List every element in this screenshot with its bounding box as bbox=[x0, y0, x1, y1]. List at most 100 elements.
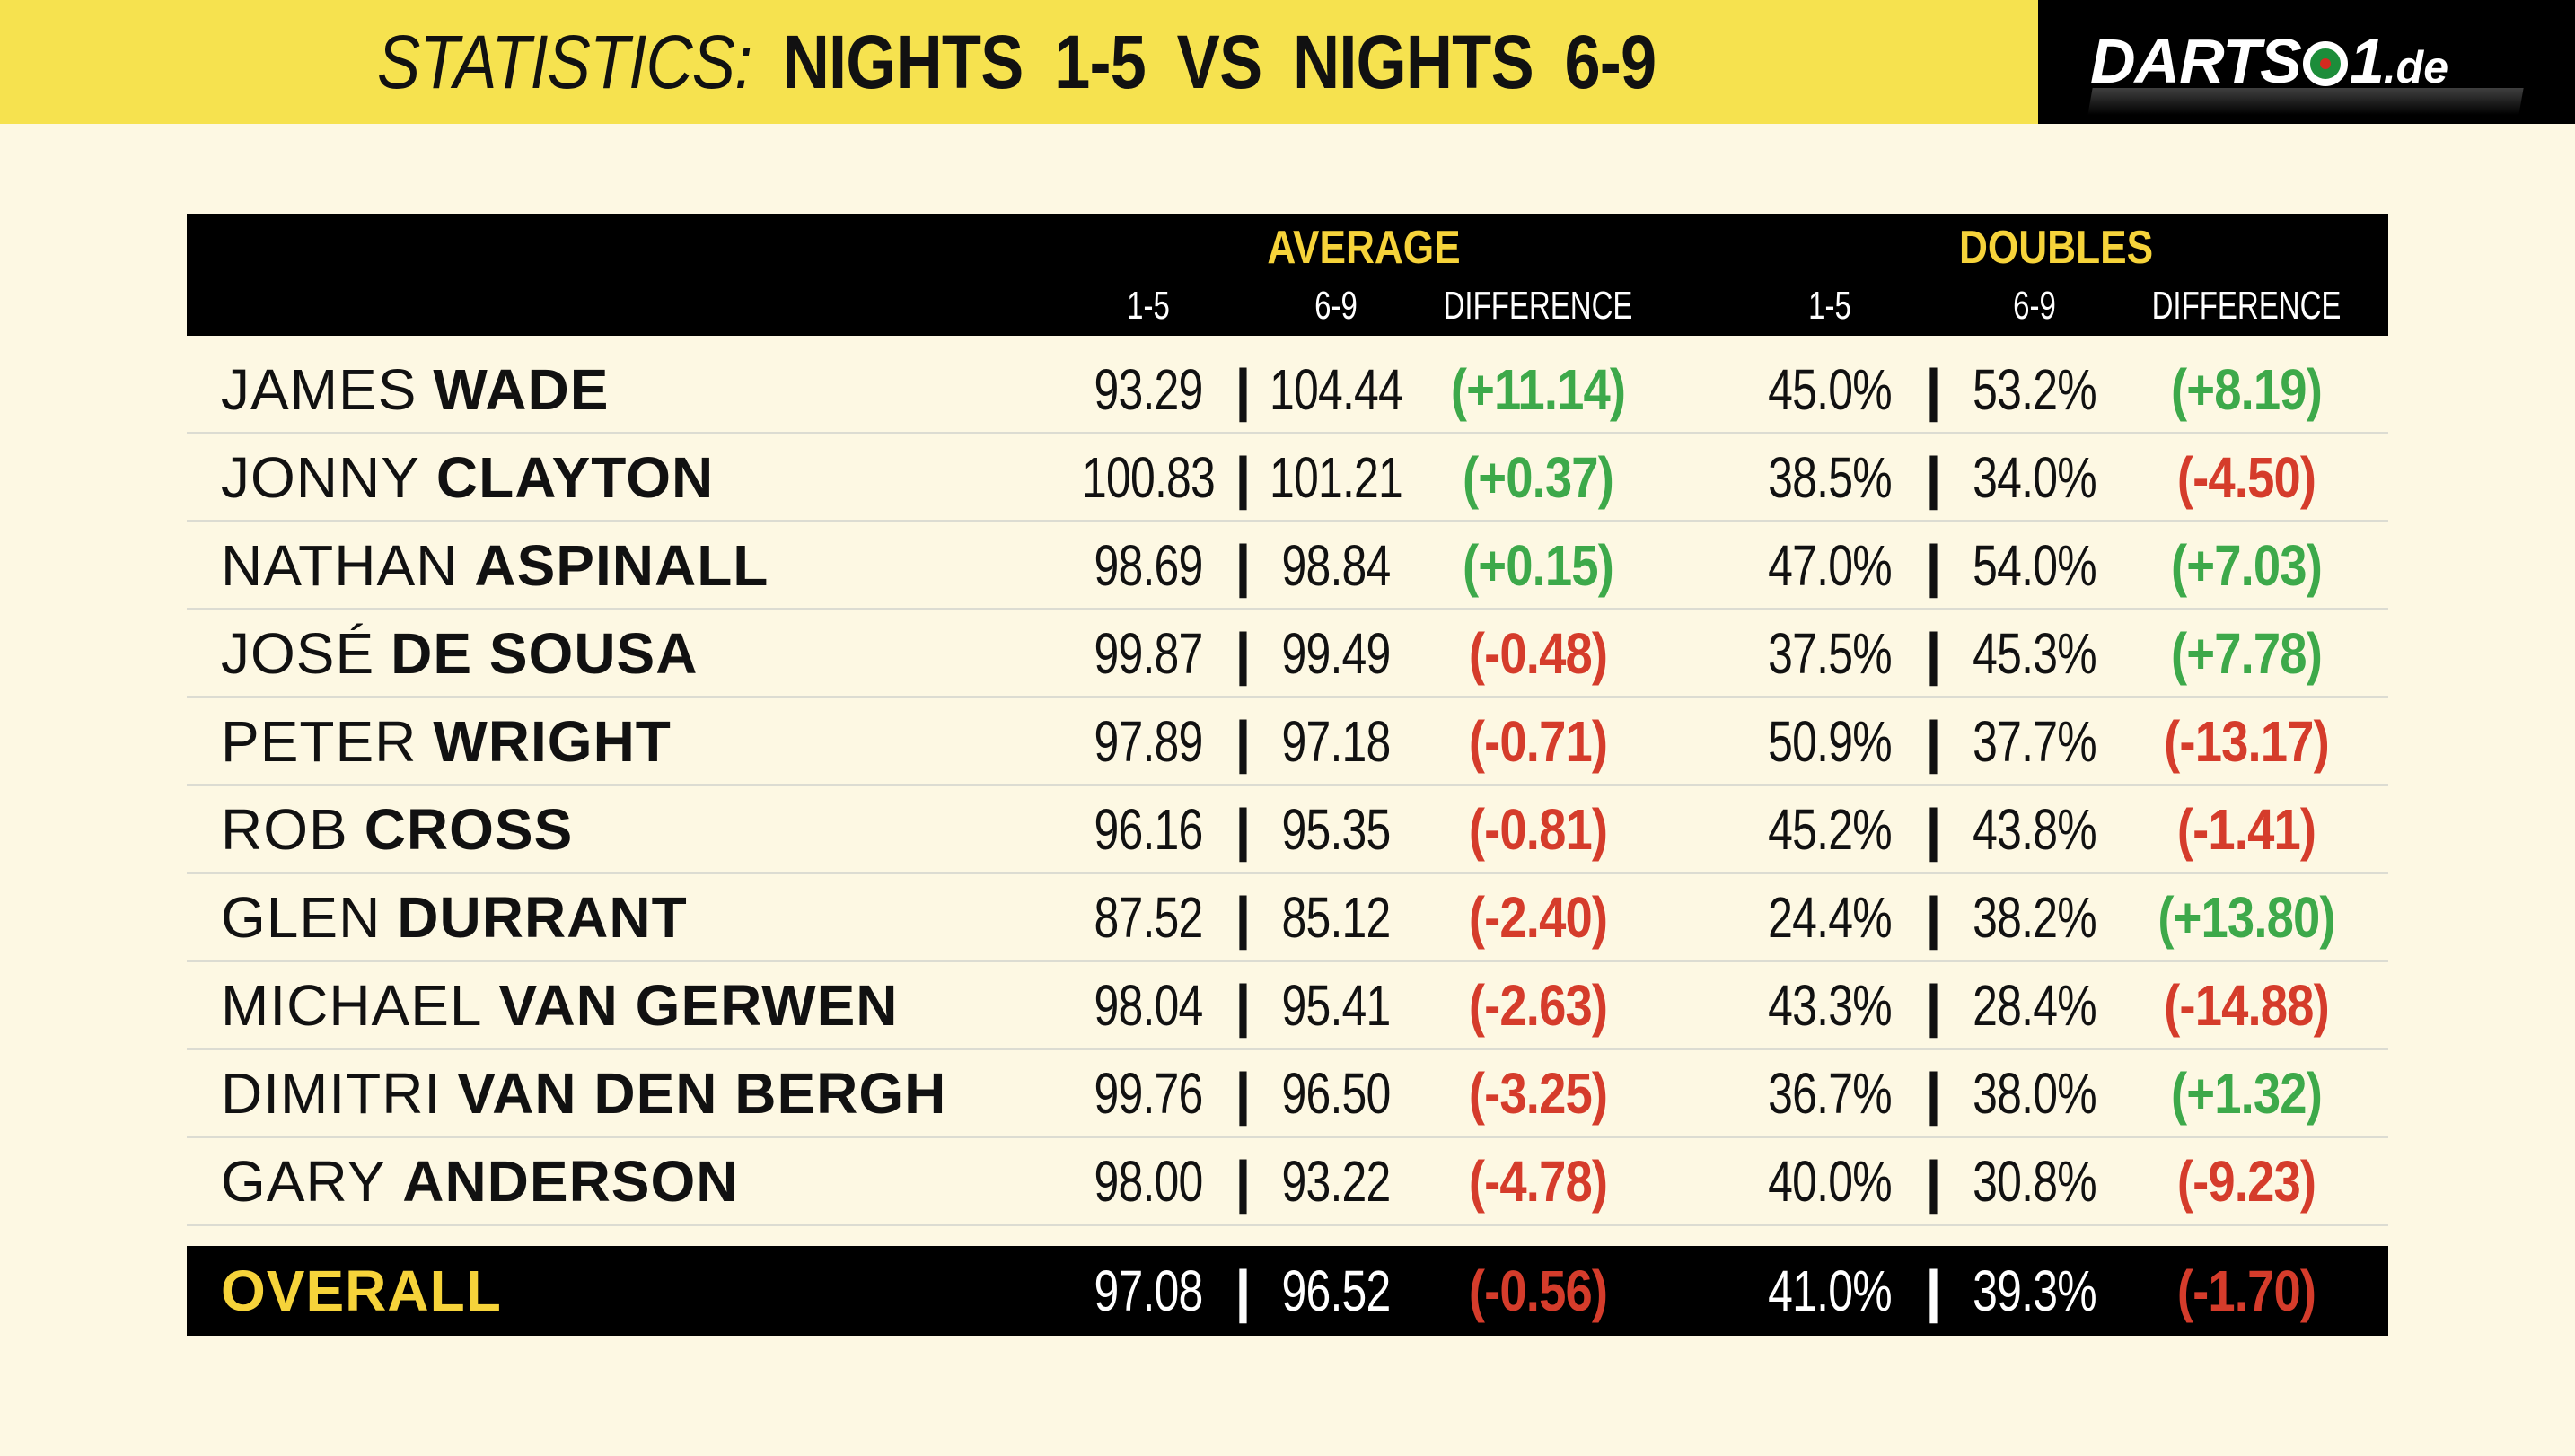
avg-1-5: 87.52 bbox=[1094, 884, 1203, 950]
player-name: DIMITRI VAN DEN BERGH bbox=[221, 1050, 946, 1136]
avg-difference: (+0.37) bbox=[1463, 444, 1614, 510]
player-first-name: JAMES bbox=[221, 356, 417, 422]
player-name: JONNY CLAYTON bbox=[221, 434, 714, 520]
dbl-separator: | bbox=[1925, 356, 1942, 422]
dbl-separator: | bbox=[1925, 884, 1942, 950]
col-header-dbl-6-9: 6-9 bbox=[2013, 284, 2056, 328]
avg-1-5: 98.69 bbox=[1094, 532, 1203, 598]
avg-separator: | bbox=[1235, 708, 1252, 774]
dbl-1-5: 38.5% bbox=[1768, 444, 1892, 510]
table-row: JONNY CLAYTON 100.83 | 101.21 (+0.37) 38.5% | 34… bbox=[187, 434, 2388, 522]
avg-separator: | bbox=[1235, 1148, 1252, 1214]
dbl-difference: (-4.50) bbox=[2176, 444, 2316, 510]
dbl-separator: | bbox=[1925, 796, 1942, 862]
group-header-doubles: DOUBLES bbox=[1958, 222, 2154, 274]
table-row: JOSÉ DE SOUSA 99.87 | 99.49 (-0.48) 37.5% | 45.3… bbox=[187, 610, 2388, 698]
avg-1-5: 100.83 bbox=[1081, 444, 1216, 510]
player-first-name: PETER bbox=[221, 708, 417, 774]
dbl-separator: | bbox=[1925, 1148, 1942, 1214]
avg-6-9: 97.18 bbox=[1281, 708, 1391, 774]
player-last-name: WRIGHT bbox=[433, 708, 672, 774]
dbl-1-5: 43.3% bbox=[1768, 972, 1892, 1038]
avg-6-9: 96.50 bbox=[1281, 1060, 1391, 1126]
player-first-name: JOSÉ bbox=[221, 620, 375, 686]
avg-1-5: 97.89 bbox=[1094, 708, 1203, 774]
avg-6-9: 95.41 bbox=[1281, 972, 1391, 1038]
dbl-separator: | bbox=[1925, 620, 1942, 686]
avg-6-9: 104.44 bbox=[1269, 356, 1403, 422]
logo-word: DARTS bbox=[2090, 26, 2302, 96]
dbl-6-9: 28.4% bbox=[1973, 972, 2096, 1038]
player-last-name: WADE bbox=[433, 356, 610, 422]
avg-difference: (-0.48) bbox=[1468, 620, 1608, 686]
avg-1-5: 99.87 bbox=[1094, 620, 1203, 686]
col-header-dbl-difference: DIFFERENCE bbox=[2151, 284, 2342, 328]
dbl-6-9: 38.2% bbox=[1973, 884, 2096, 950]
player-last-name: DURRANT bbox=[397, 884, 688, 950]
page-title: STATISTICS: NIGHTS 1-5 VS NIGHTS 6-9 bbox=[377, 0, 1657, 124]
avg-1-5: 96.16 bbox=[1094, 796, 1203, 862]
overall-avg-separator: | bbox=[1235, 1259, 1252, 1323]
avg-1-5: 98.00 bbox=[1094, 1148, 1203, 1214]
dbl-6-9: 43.8% bbox=[1973, 796, 2096, 862]
avg-separator: | bbox=[1235, 620, 1252, 686]
overall-label: OVERALL bbox=[221, 1259, 502, 1323]
group-header-average: AVERAGE bbox=[1267, 222, 1461, 274]
player-name: NATHAN ASPINALL bbox=[221, 522, 769, 608]
player-last-name: VAN DEN BERGH bbox=[457, 1060, 947, 1126]
player-last-name: CLAYTON bbox=[435, 444, 715, 510]
dbl-1-5: 40.0% bbox=[1768, 1148, 1892, 1214]
dbl-difference: (-9.23) bbox=[2176, 1148, 2316, 1214]
player-last-name: DE SOUSA bbox=[391, 620, 699, 686]
avg-6-9: 99.49 bbox=[1281, 620, 1391, 686]
player-name: JOSÉ DE SOUSA bbox=[221, 610, 698, 696]
dbl-separator: | bbox=[1925, 972, 1942, 1038]
table-row: NATHAN ASPINALL 98.69 | 98.84 (+0.15) 47.0% | 54… bbox=[187, 522, 2388, 610]
logo-suffix: .de bbox=[2383, 42, 2449, 92]
overall-avg-1-5: 97.08 bbox=[1094, 1259, 1203, 1323]
table-row: JAMES WADE 93.29 | 104.44 (+11.14) 45.0% | 53.2%… bbox=[187, 346, 2388, 434]
col-header-dbl-1-5: 1-5 bbox=[1808, 284, 1851, 328]
avg-difference: (-3.25) bbox=[1468, 1060, 1608, 1126]
dbl-1-5: 47.0% bbox=[1768, 532, 1892, 598]
dbl-difference: (+8.19) bbox=[2171, 356, 2323, 422]
overall-dbl-1-5: 41.0% bbox=[1768, 1259, 1892, 1323]
player-name: GARY ANDERSON bbox=[221, 1138, 738, 1224]
table-row: GLEN DURRANT 87.52 | 85.12 (-2.40) 24.4% | 38.2%… bbox=[187, 874, 2388, 962]
avg-6-9: 85.12 bbox=[1281, 884, 1391, 950]
logo-wordmark: DARTS 1 .de bbox=[2090, 25, 2448, 97]
stats-table: AVERAGE DOUBLES 1-5 6-9 DIFFERENCE 1-5 6… bbox=[187, 214, 2388, 1336]
player-first-name: NATHAN bbox=[221, 532, 459, 598]
col-header-avg-6-9: 6-9 bbox=[1314, 284, 1358, 328]
avg-difference: (-2.63) bbox=[1468, 972, 1608, 1038]
player-name: MICHAEL VAN GERWEN bbox=[221, 962, 899, 1048]
dbl-difference: (-1.41) bbox=[2176, 796, 2316, 862]
table-row: PETER WRIGHT 97.89 | 97.18 (-0.71) 50.9% | 37.7%… bbox=[187, 698, 2388, 786]
player-last-name: ASPINALL bbox=[474, 532, 769, 598]
avg-1-5: 98.04 bbox=[1094, 972, 1203, 1038]
dbl-6-9: 54.0% bbox=[1973, 532, 2096, 598]
table-header: AVERAGE DOUBLES 1-5 6-9 DIFFERENCE 1-5 6… bbox=[187, 214, 2388, 336]
player-last-name: CROSS bbox=[364, 796, 574, 862]
dbl-1-5: 45.2% bbox=[1768, 796, 1892, 862]
dbl-difference: (-14.88) bbox=[2164, 972, 2330, 1038]
avg-6-9: 93.22 bbox=[1281, 1148, 1391, 1214]
dartboard-icon bbox=[2302, 41, 2348, 86]
overall-avg-6-9: 96.52 bbox=[1281, 1259, 1391, 1323]
table-row: MICHAEL VAN GERWEN 98.04 | 95.41 (-2.63) 43.3%… bbox=[187, 962, 2388, 1050]
title-main: NIGHTS 1-5 VS NIGHTS 6-9 bbox=[782, 19, 1657, 104]
dbl-difference: (+7.03) bbox=[2171, 532, 2323, 598]
avg-separator: | bbox=[1235, 884, 1252, 950]
dbl-separator: | bbox=[1925, 1060, 1942, 1126]
table-row: DIMITRI VAN DEN BERGH 99.76 | 96.50 (-3.25) 36… bbox=[187, 1050, 2388, 1138]
overall-dbl-difference: (-1.70) bbox=[2176, 1259, 2316, 1323]
avg-difference: (-2.40) bbox=[1468, 884, 1608, 950]
overall-dbl-6-9: 39.3% bbox=[1973, 1259, 2096, 1323]
table-row: ROB CROSS 96.16 | 95.35 (-0.81) 45.2% | 43.8% (-1… bbox=[187, 786, 2388, 874]
dbl-6-9: 38.0% bbox=[1973, 1060, 2096, 1126]
dbl-separator: | bbox=[1925, 532, 1942, 598]
dbl-6-9: 30.8% bbox=[1973, 1148, 2096, 1214]
logo-digit: 1 bbox=[2349, 26, 2385, 96]
dbl-6-9: 53.2% bbox=[1973, 356, 2096, 422]
player-name: GLEN DURRANT bbox=[221, 874, 688, 960]
